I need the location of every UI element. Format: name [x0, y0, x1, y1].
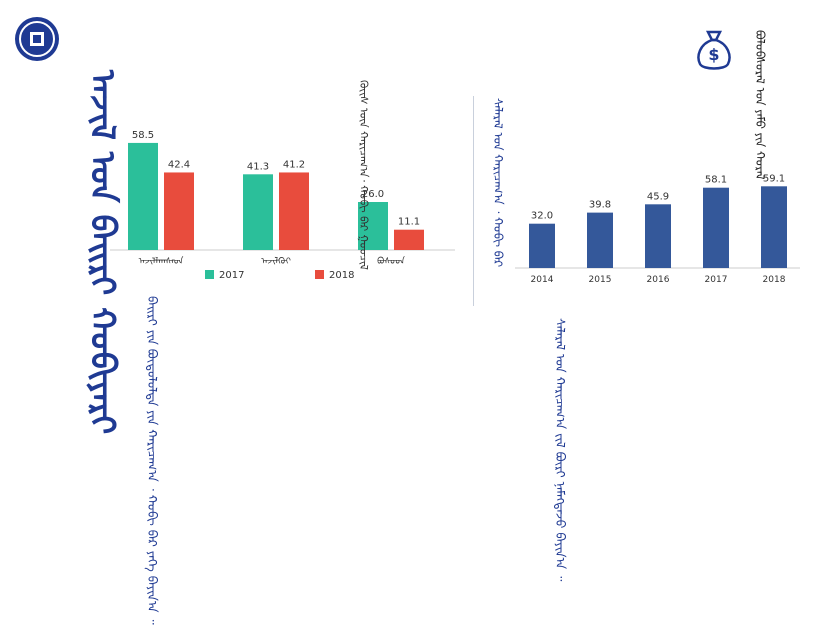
right-chart-svg: 32.0 2014 39.8 2015 45.9 2016 58.1 2017 59.1 2018 [515, 173, 800, 285]
money-bag-icon: $ [694, 26, 734, 72]
right-paragraph: ᠰᠠᠯᠠᠷᠠᠯ ᠤᠨ ᠬᠠᠷᠢᠴᠠᠭ᠎ᠠ ᠵᠢᠯ ᠪᠦᠷᠢ ᠨᠡᠮᠡᠭᠳᠡᠵᠦ … [553, 318, 568, 582]
data-label: 41.3 [247, 161, 269, 172]
bar-2015 [587, 212, 613, 268]
bar-2014 [529, 223, 555, 268]
left-chart-svg: 58.5 42.4 ᠠᠵᠢᠯᠯᠠᠭᠰᠠᠳ 41.3 41.2 ᠠᠵᠢᠯᠭᠦᠢ 26.0 11.… [110, 130, 455, 281]
right-chart-note: ᠰᠠᠯᠠᠷᠠᠯ ᠤᠨ ᠬᠠᠷᠢᠴᠠᠭ᠎ᠠ ᠂ ᠬᠤᠪᠢ ᠪᠡᠷ [491, 98, 505, 268]
left-chart-note: ᠬᠦᠢᠰ ᠦᠨ ᠬᠠᠷᠢᠴᠠᠭ᠎ᠠ᠂ ᠬᠤᠪᠢ ᠪᠡᠷ ᠭᠣᠣᠴᠢᠯ [357, 80, 370, 270]
data-label: 39.8 [589, 200, 611, 211]
bar-2018-1 [279, 172, 309, 250]
data-label: 32.0 [531, 211, 553, 222]
left-paragraph: ᠪᠠᠢᠷᠢ ᠶᠢᠨ ᠪᠦᠳᠦᠯᠦᠯᠲᠡ ᠶᠢᠨ ᠬᠠᠷᠢᠴᠠᠭ᠎ᠠ ᠂ ᠬᠤᠪᠢ… [145, 296, 160, 625]
data-label: 26.0 [362, 189, 384, 200]
left-bar-chart: 58.5 42.4 ᠠᠵᠢᠯᠯᠠᠭᠰᠠᠳ 41.3 41.2 ᠠᠵᠢᠯᠭᠦᠢ 26.0 11.… [110, 100, 460, 304]
bar-2017 [703, 187, 729, 268]
bar-2017-0 [128, 142, 158, 250]
bar-2016 [645, 204, 671, 268]
bar-2017-2 [358, 202, 388, 250]
page-title: ᠠᠵᠢᠯ ᠤᠨ ᠪᠠᠢᠷᠢ ᠬᠤᠪᠢᠶᠠᠷᠢ [82, 70, 122, 435]
category-label: 2017 [705, 275, 728, 285]
category-label: 2016 [647, 275, 670, 285]
legend-label: 2017 [219, 270, 244, 281]
legend-swatch [205, 270, 214, 279]
category-label: ᠪᠤᠰᠤᠳ [377, 257, 405, 267]
svg-text:$: $ [708, 45, 719, 64]
data-label: 42.4 [168, 159, 190, 170]
bar-2017-1 [243, 174, 273, 250]
bar-2018-2 [394, 229, 424, 250]
category-label: ᠠᠵᠢᠯᠯᠠᠭᠰᠠᠳ [139, 256, 184, 267]
data-label: 59.1 [763, 173, 785, 184]
data-label: 11.1 [398, 217, 420, 228]
data-label: 58.1 [705, 175, 727, 186]
data-label: 45.9 [647, 191, 669, 202]
emblem-logo [14, 16, 60, 62]
category-label: 2018 [763, 275, 786, 285]
bar-2018-0 [164, 172, 194, 250]
right-bar-chart: 32.0 2014 39.8 2015 45.9 2016 58.1 2017 59.1 2018 [505, 150, 805, 294]
category-label: 2015 [589, 275, 612, 285]
corner-caption: ᠪᠣᠯᠣᠪᠰᠤᠷᠠᠯ ᠤᠨ ᠶᠠᠮᠤ ᠶᠢᠨ ᠬᠤᠷᠠᠯ [753, 30, 767, 180]
legend-swatch [315, 270, 324, 279]
section-divider [473, 96, 474, 306]
category-label: 2014 [531, 275, 554, 285]
bar-2018 [761, 186, 787, 268]
data-label: 41.2 [283, 159, 305, 170]
category-label: ᠠᠵᠢᠯᠭᠦᠢ [261, 257, 291, 267]
emblem-icon [15, 17, 59, 61]
legend-label: 2018 [329, 270, 354, 281]
data-label: 58.5 [132, 130, 154, 141]
